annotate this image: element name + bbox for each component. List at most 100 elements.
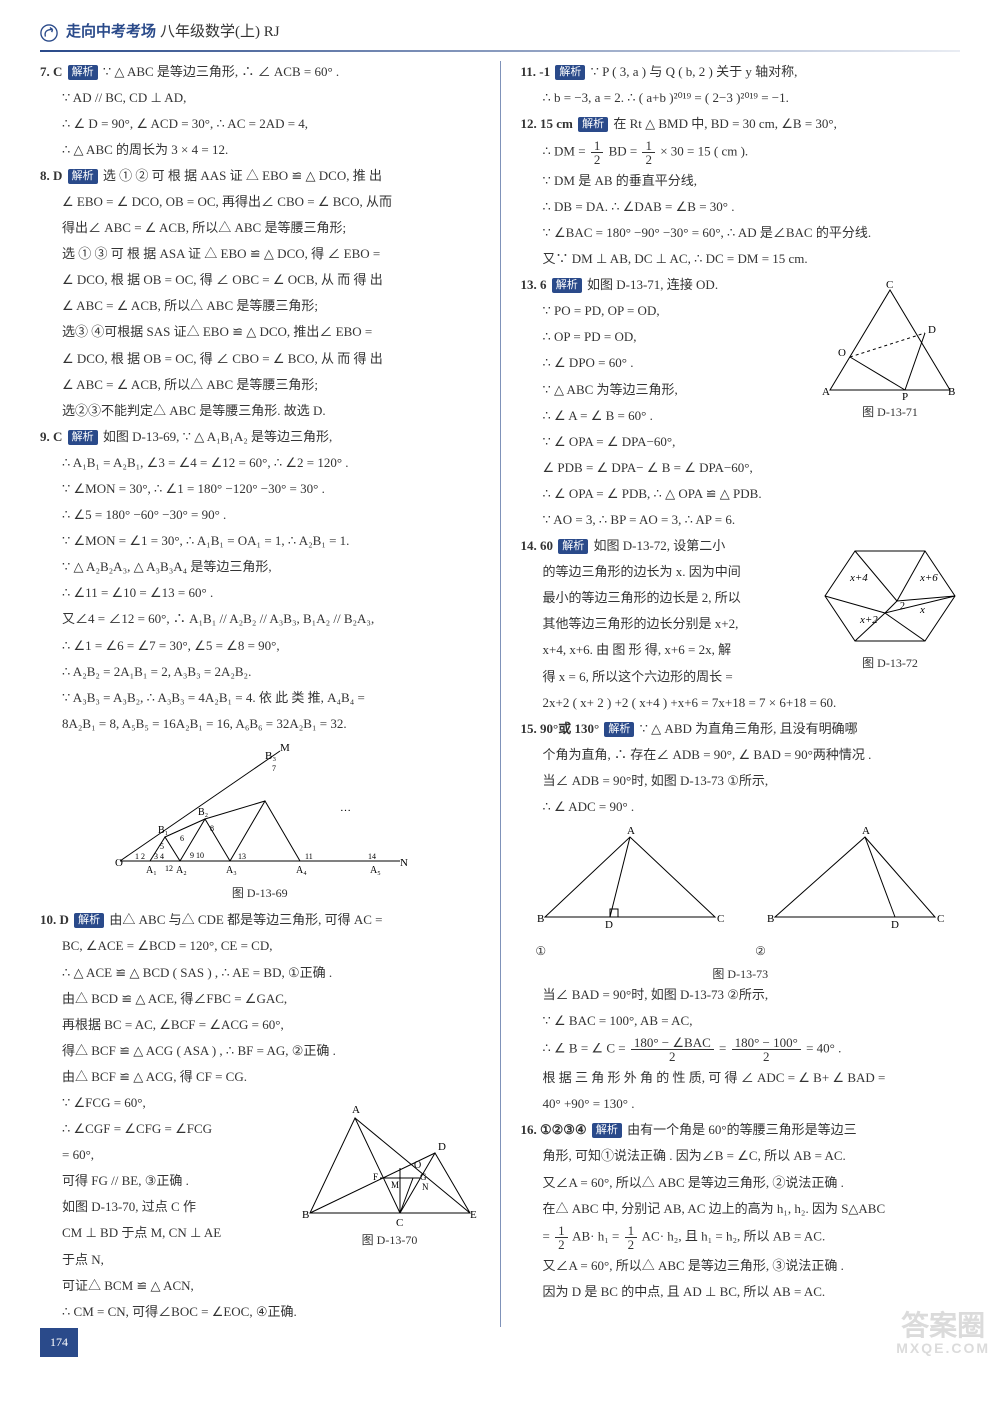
q10-l6: 得△ BCF ≌ △ ACG ( ASA ) , ∴ BF = AG, ②正确 … (62, 1040, 480, 1062)
svg-text:7: 7 (272, 764, 276, 773)
svg-text:C: C (886, 280, 893, 291)
q9-l11: ∵ A₃B₃ = A₃B₂, ∴ A₃B₃ = 4A₂B₁ = 4. 依 此 类… (62, 687, 480, 709)
q8-l8: ∠ DCO, 根 据 OB = OC, 得 ∠ CBO = ∠ BCO, 从 而… (62, 348, 480, 370)
svg-text:B: B (537, 913, 544, 925)
q10-ans: D (60, 912, 69, 927)
q8-l10: 选②③不能判定△ ABC 是等腰三角形. 故选 D. (62, 400, 480, 422)
svg-text:A₅: A₅ (370, 865, 381, 876)
q9-l12: 8A₂B₁ = 8, A₅B₅ = 16A₂B₁ = 16, A₆B₆ = 32… (62, 713, 480, 735)
q9-l8: 又∠4 = ∠12 = 60°, ∴ A₁B₁ // A₂B₂ // A₃B₃,… (62, 608, 480, 630)
q9-l10: ∴ A₂B₂ = 2A₁B₁ = 2, A₃B₃ = 2A₂B₂. (62, 661, 480, 683)
tag: 解析 (604, 722, 634, 737)
q9: 9. C 解析 如图 D-13-69, ∵ △ A₁B₁A₂ 是等边三角形, (40, 426, 480, 448)
q12-l2: ∴ DM = 12 BD = 12 × 30 = 15 ( cm ). (543, 139, 961, 166)
svg-text:B₂: B₂ (198, 807, 208, 818)
q9-l5: ∵ ∠MON = ∠1 = 30°, ∴ A₁B₁ = OA₁ = 1, ∴ A… (62, 530, 480, 552)
svg-text:9 10: 9 10 (190, 851, 204, 860)
column-divider (500, 61, 501, 1327)
q13-l9: ∴ ∠ OPA = ∠ PDB, ∴ △ OPA ≌ △ PDB. (543, 483, 961, 505)
svg-text:D: D (928, 324, 936, 336)
q15-l1: ∵ △ ABD 为直角三角形, 且没有明确哪 (640, 721, 858, 736)
svg-text:A: A (627, 825, 635, 837)
q7-l3: ∴ ∠ D = 90°, ∠ ACD = 30°, ∴ AC = 2AD = 4… (62, 113, 480, 135)
q8-l9: ∠ ABC = ∠ ACB, 所以△ ABC 是等腰三角形; (62, 374, 480, 396)
q7-ans: C (53, 64, 62, 79)
svg-text:B: B (948, 386, 955, 398)
q12-l6: 又∵ DM ⊥ AB, DC ⊥ AC, ∴ DC = DM = 15 cm. (543, 248, 961, 270)
q13-l8: ∠ PDB = ∠ DPA− ∠ B = ∠ DPA−60°, (543, 457, 961, 479)
svg-text:11: 11 (305, 852, 313, 861)
tag: 解析 (68, 169, 98, 184)
q8-l4: 选 ① ③ 可 根 据 ASA 证 △ EBO ≌ △ DCO, 得 ∠ EBO… (62, 243, 480, 265)
q16-l2: 角形, 可知①说法正确 . 因为∠B = ∠C, 所以 AB = AC. (543, 1145, 961, 1167)
svg-text:B₁: B₁ (158, 825, 168, 836)
q10-l2: BC, ∠ACE = ∠BCD = 120°, CE = CD, (62, 935, 480, 957)
svg-text:G: G (420, 1172, 427, 1182)
q14-num: 14. (521, 538, 537, 553)
svg-text:13: 13 (238, 852, 246, 861)
q7-l4: ∴ △ ABC 的周长为 3 × 4 = 12. (62, 139, 480, 161)
q16-l7: 因为 D 是 BC 的中点, 且 AD ⊥ BC, 所以 AB = AC. (543, 1281, 961, 1303)
q9-l7: ∴ ∠11 = ∠10 = ∠13 = 60° . (62, 582, 480, 604)
svg-text:D: D (438, 1141, 446, 1153)
q7-num: 7. (40, 64, 50, 79)
q13-ans: 6 (540, 277, 547, 292)
fig-d13-69: O M B₃ N A₁ A₂ A₃ A₄ A₅ B₁ B₂ 1 2 3 4 5 … (40, 741, 480, 903)
q11-l1: ∵ P ( 3, a ) 与 Q ( b, 2 ) 关于 y 轴对称, (591, 64, 798, 79)
svg-text:x+6: x+6 (919, 572, 938, 584)
watermark: 答案圈 MXQE.COM (896, 1311, 990, 1357)
q12: 12. 15 cm 解析 在 Rt △ BMD 中, BD = 30 cm, ∠… (521, 113, 961, 135)
svg-text:8: 8 (210, 824, 214, 833)
q16-num: 16. (521, 1122, 537, 1137)
q8-l2: ∠ EBO = ∠ DCO, OB = OC, 再得出∠ CBO = ∠ BCO… (62, 191, 480, 213)
q15-l2: 个角为直角, ∴ 存在∠ ADB = 90°, ∠ BAD = 90°两种情况 … (543, 744, 961, 766)
q15-l8: 根 据 三 角 形 外 角 的 性 质, 可 得 ∠ ADC = ∠ B+ ∠ … (543, 1067, 961, 1089)
fig-d13-71-caption: 图 D-13-71 (820, 402, 960, 422)
svg-text:x: x (919, 604, 925, 616)
q7: 7. C 解析 ∵ △ ABC 是等边三角形, ∴ ∠ ACB = 60° . (40, 61, 480, 83)
q9-num: 9. (40, 429, 50, 444)
q15-num: 15. (521, 721, 537, 736)
svg-text:M: M (280, 742, 290, 754)
svg-text:B₃: B₃ (265, 750, 276, 762)
q10-l7: 由△ BCF ≌ △ ACG, 得 CF = CG. (62, 1066, 480, 1088)
q8-l1: 选 ① ② 可 根 据 AAS 证 △ EBO ≌ △ DCO, 推 出 (103, 168, 382, 183)
fig-d13-72: x+4 x+6 2 x x+2 图 D-13-72 (820, 541, 960, 673)
q15-l3: 当∠ ADB = 90°时, 如图 D-13-73 ①所示, (543, 770, 961, 792)
q10-l3: ∴ △ ACE ≌ △ BCD ( SAS ) , ∴ AE = BD, ①正确… (62, 962, 480, 984)
q13-l1: 如图 D-13-71, 连接 OD. (587, 277, 718, 292)
q9-l6: ∵ △ A₂B₂A₃, △ A₃B₃A₄ 是等边三角形, (62, 556, 480, 578)
q11-num: 11. (521, 64, 537, 79)
q9-l2: ∴ A₁B₁ = A₂B₁, ∠3 = ∠4 = ∠12 = 60°, ∴ ∠2… (62, 452, 480, 474)
svg-text:12: 12 (165, 864, 173, 873)
svg-text:A: A (862, 825, 870, 837)
svg-text:A₁: A₁ (146, 865, 157, 876)
svg-text:6: 6 (180, 834, 184, 843)
q14-ans: 60 (540, 538, 553, 553)
fig-d13-72-caption: 图 D-13-72 (820, 653, 960, 673)
q10-l5: 再根据 BC = AC, ∠BCF = ∠ACG = 60°, (62, 1014, 480, 1036)
svg-text:1 2: 1 2 (135, 852, 145, 861)
svg-text:C: C (717, 913, 724, 925)
svg-text:A₄: A₄ (296, 865, 307, 876)
page-number: 174 (40, 1328, 78, 1356)
q12-l3: ∵ DM 是 AB 的垂直平分线, (543, 170, 961, 192)
svg-text:x+2: x+2 (859, 614, 878, 626)
fig-d13-73-sub1: ① (535, 941, 725, 961)
q15-l6: ∵ ∠ BAC = 100°, AB = AC, (543, 1010, 961, 1032)
svg-text:O: O (838, 347, 846, 359)
fig-d13-73: A B C D ① A B C (521, 822, 961, 961)
tag: 解析 (552, 278, 582, 293)
svg-text:…: … (340, 802, 351, 814)
q12-ans: 15 cm (540, 116, 573, 131)
q11-ans: -1 (539, 64, 550, 79)
q8: 8. D 解析 选 ① ② 可 根 据 AAS 证 △ EBO ≌ △ DCO,… (40, 165, 480, 187)
q16-l3: 又∠A = 60°, 所以△ ABC 是等边三角形, ②说法正确 . (543, 1172, 961, 1194)
q10-l4: 由△ BCD ≌ △ ACE, 得∠FBC = ∠GAC, (62, 988, 480, 1010)
q9-ans: C (53, 429, 62, 444)
q11-l2: ∴ b = −3, a = 2. ∴ ( a+b )²⁰¹⁹ = ( 2−3 )… (543, 87, 961, 109)
svg-text:x+4: x+4 (849, 572, 868, 584)
q16-ans: ①②③④ (540, 1122, 587, 1137)
svg-text:N: N (400, 857, 408, 869)
q11: 11. -1 解析 ∵ P ( 3, a ) 与 Q ( b, 2 ) 关于 y… (521, 61, 961, 83)
